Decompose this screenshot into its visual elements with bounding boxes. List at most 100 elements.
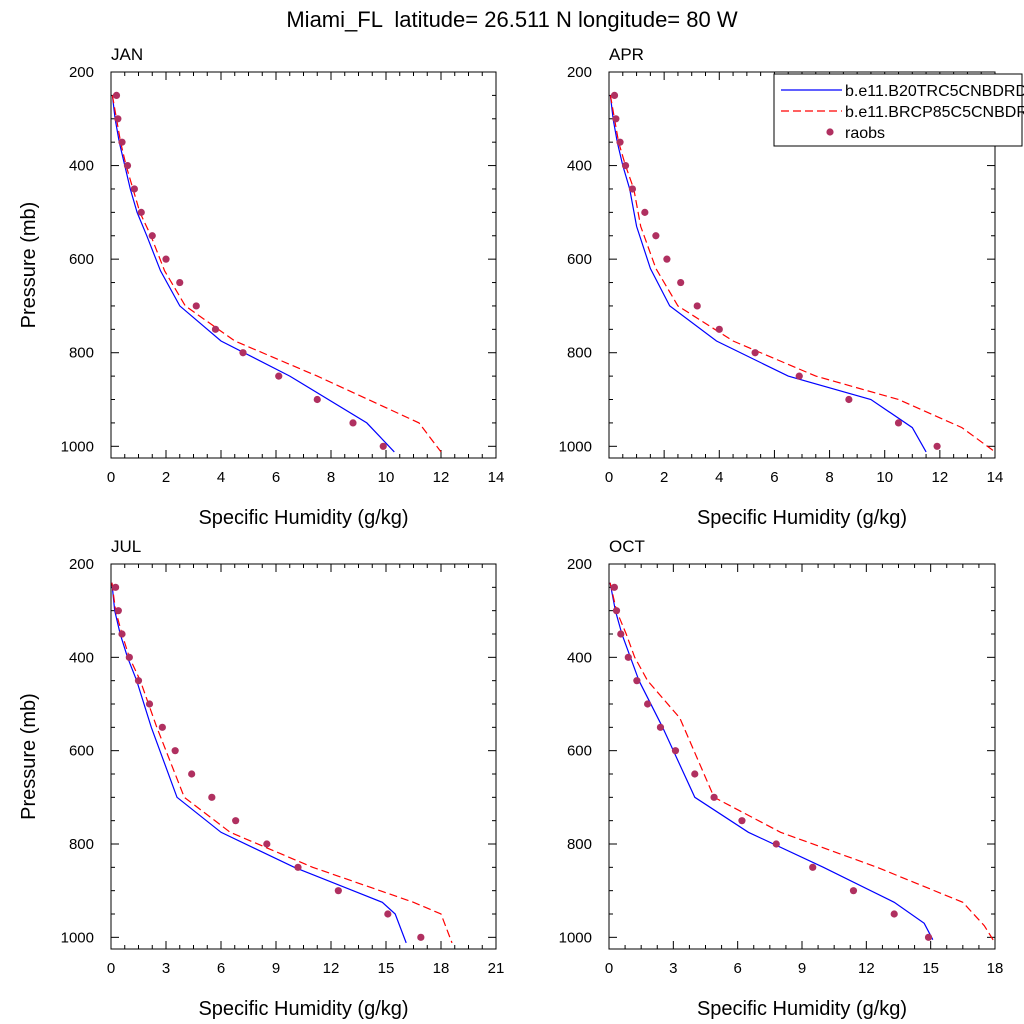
raobs-point xyxy=(145,700,154,708)
legend-marker-raobs xyxy=(826,128,834,136)
legend: b.e11.B20TRC5CNBDRD b.e11.BRCP85C5CNBDRD r… xyxy=(773,73,1024,147)
raobs-point xyxy=(693,302,701,310)
raobs-point xyxy=(663,255,671,263)
raobs-point xyxy=(845,395,853,404)
raobs-point xyxy=(263,840,271,848)
raobs-point xyxy=(111,583,120,591)
raobs-point xyxy=(795,372,803,380)
x-tick-label: 4 xyxy=(715,469,723,486)
y-tick-label: 600 xyxy=(69,743,94,760)
x-axis-label: Specific Humidity (g/kg) xyxy=(198,507,408,529)
raobs-point xyxy=(751,349,759,357)
raobs-point xyxy=(148,232,156,240)
x-tick-label: 18 xyxy=(433,960,450,977)
raobs-point xyxy=(313,395,321,404)
y-tick-label: 1000 xyxy=(559,929,592,946)
raobs-point xyxy=(134,677,143,685)
panel-label: JAN xyxy=(111,45,143,64)
raobs-point xyxy=(239,349,247,357)
y-tick-label: 800 xyxy=(69,836,94,853)
y-tick-label: 800 xyxy=(69,345,94,362)
raobs-point xyxy=(677,278,685,287)
raobs-point xyxy=(894,419,903,427)
raobs-point xyxy=(294,863,302,871)
y-tick-label: 400 xyxy=(567,649,592,666)
x-tick-label: 0 xyxy=(605,960,613,977)
x-tick-label: 12 xyxy=(858,960,875,977)
raobs-point xyxy=(118,630,126,638)
raobs-point xyxy=(417,933,425,941)
raobs-point xyxy=(112,91,121,99)
y-tick-label: 200 xyxy=(69,556,94,573)
x-tick-label: 2 xyxy=(660,469,668,486)
y-tick-label: 800 xyxy=(567,836,592,853)
plot-frame xyxy=(110,71,497,459)
raobs-point xyxy=(621,161,630,170)
raobs-point xyxy=(809,863,817,871)
y-tick-label: 1000 xyxy=(61,438,94,455)
x-tick-label: 3 xyxy=(162,960,170,977)
raobs-point xyxy=(715,325,723,333)
historical-line xyxy=(609,582,934,940)
raobs-point xyxy=(171,747,179,755)
raobs-point xyxy=(610,583,618,591)
x-tick-label: 6 xyxy=(770,469,778,486)
raobs-point xyxy=(652,232,660,240)
panel-apr: 0 2 4 6 8 10 12 14 200 400 600 800 1000 APR Specific H… xyxy=(559,45,1004,529)
panel-label: APR xyxy=(609,45,644,64)
raobs-point xyxy=(671,747,680,755)
raobs-point xyxy=(208,793,216,801)
raobs-point xyxy=(890,910,898,918)
y-axis-label: Pressure (mb) xyxy=(18,693,40,820)
raobs-point xyxy=(130,185,138,193)
raobs-point xyxy=(118,138,126,146)
y-tick-label: 400 xyxy=(567,158,592,175)
raobs-point xyxy=(656,723,665,731)
y-tick-label: 600 xyxy=(69,251,94,268)
raobs-point xyxy=(933,442,941,450)
raobs-point xyxy=(772,840,780,848)
x-tick-label: 10 xyxy=(876,469,893,486)
x-tick-label: 6 xyxy=(733,960,741,977)
raobs-point xyxy=(624,653,632,661)
legend-label: raobs xyxy=(845,125,885,142)
x-tick-label: 4 xyxy=(217,469,225,486)
raobs-point xyxy=(162,255,170,263)
raobs-point xyxy=(612,607,621,615)
historical-line xyxy=(111,582,407,944)
historical-line xyxy=(111,95,395,453)
raobs-point xyxy=(644,700,652,708)
raobs-point xyxy=(384,910,392,918)
rcp85-line xyxy=(111,582,453,944)
historical-line xyxy=(609,95,927,453)
x-tick-label: 6 xyxy=(272,469,280,486)
raobs-point xyxy=(334,887,342,895)
x-tick-label: 9 xyxy=(272,960,280,977)
y-tick-label: 1000 xyxy=(559,438,592,455)
x-tick-label: 0 xyxy=(107,960,115,977)
y-tick-label: 200 xyxy=(567,64,592,81)
raobs-point xyxy=(211,325,220,333)
legend-label: b.e11.BRCP85C5CNBDRD xyxy=(845,104,1024,121)
x-tick-label: 15 xyxy=(922,960,939,977)
raobs-point xyxy=(691,770,699,778)
x-tick-label: 14 xyxy=(488,469,505,486)
raobs-point xyxy=(275,372,283,380)
raobs-point xyxy=(349,419,357,427)
x-tick-label: 2 xyxy=(162,469,170,486)
panel-jul: 0 3 6 9 12 15 18 21 200 400 600 800 1000 JUL Specific … xyxy=(18,537,504,1020)
raobs-point xyxy=(616,138,624,146)
raobs-point xyxy=(610,91,619,99)
x-tick-label: 10 xyxy=(378,469,395,486)
x-tick-label: 9 xyxy=(798,960,806,977)
x-tick-label: 6 xyxy=(217,960,225,977)
x-tick-label: 3 xyxy=(669,960,677,977)
raobs-point xyxy=(114,607,122,615)
x-tick-label: 0 xyxy=(605,469,613,486)
raobs-point xyxy=(628,185,637,193)
x-tick-label: 8 xyxy=(825,469,833,486)
rcp85-line xyxy=(609,582,996,944)
y-tick-label: 400 xyxy=(69,158,94,175)
